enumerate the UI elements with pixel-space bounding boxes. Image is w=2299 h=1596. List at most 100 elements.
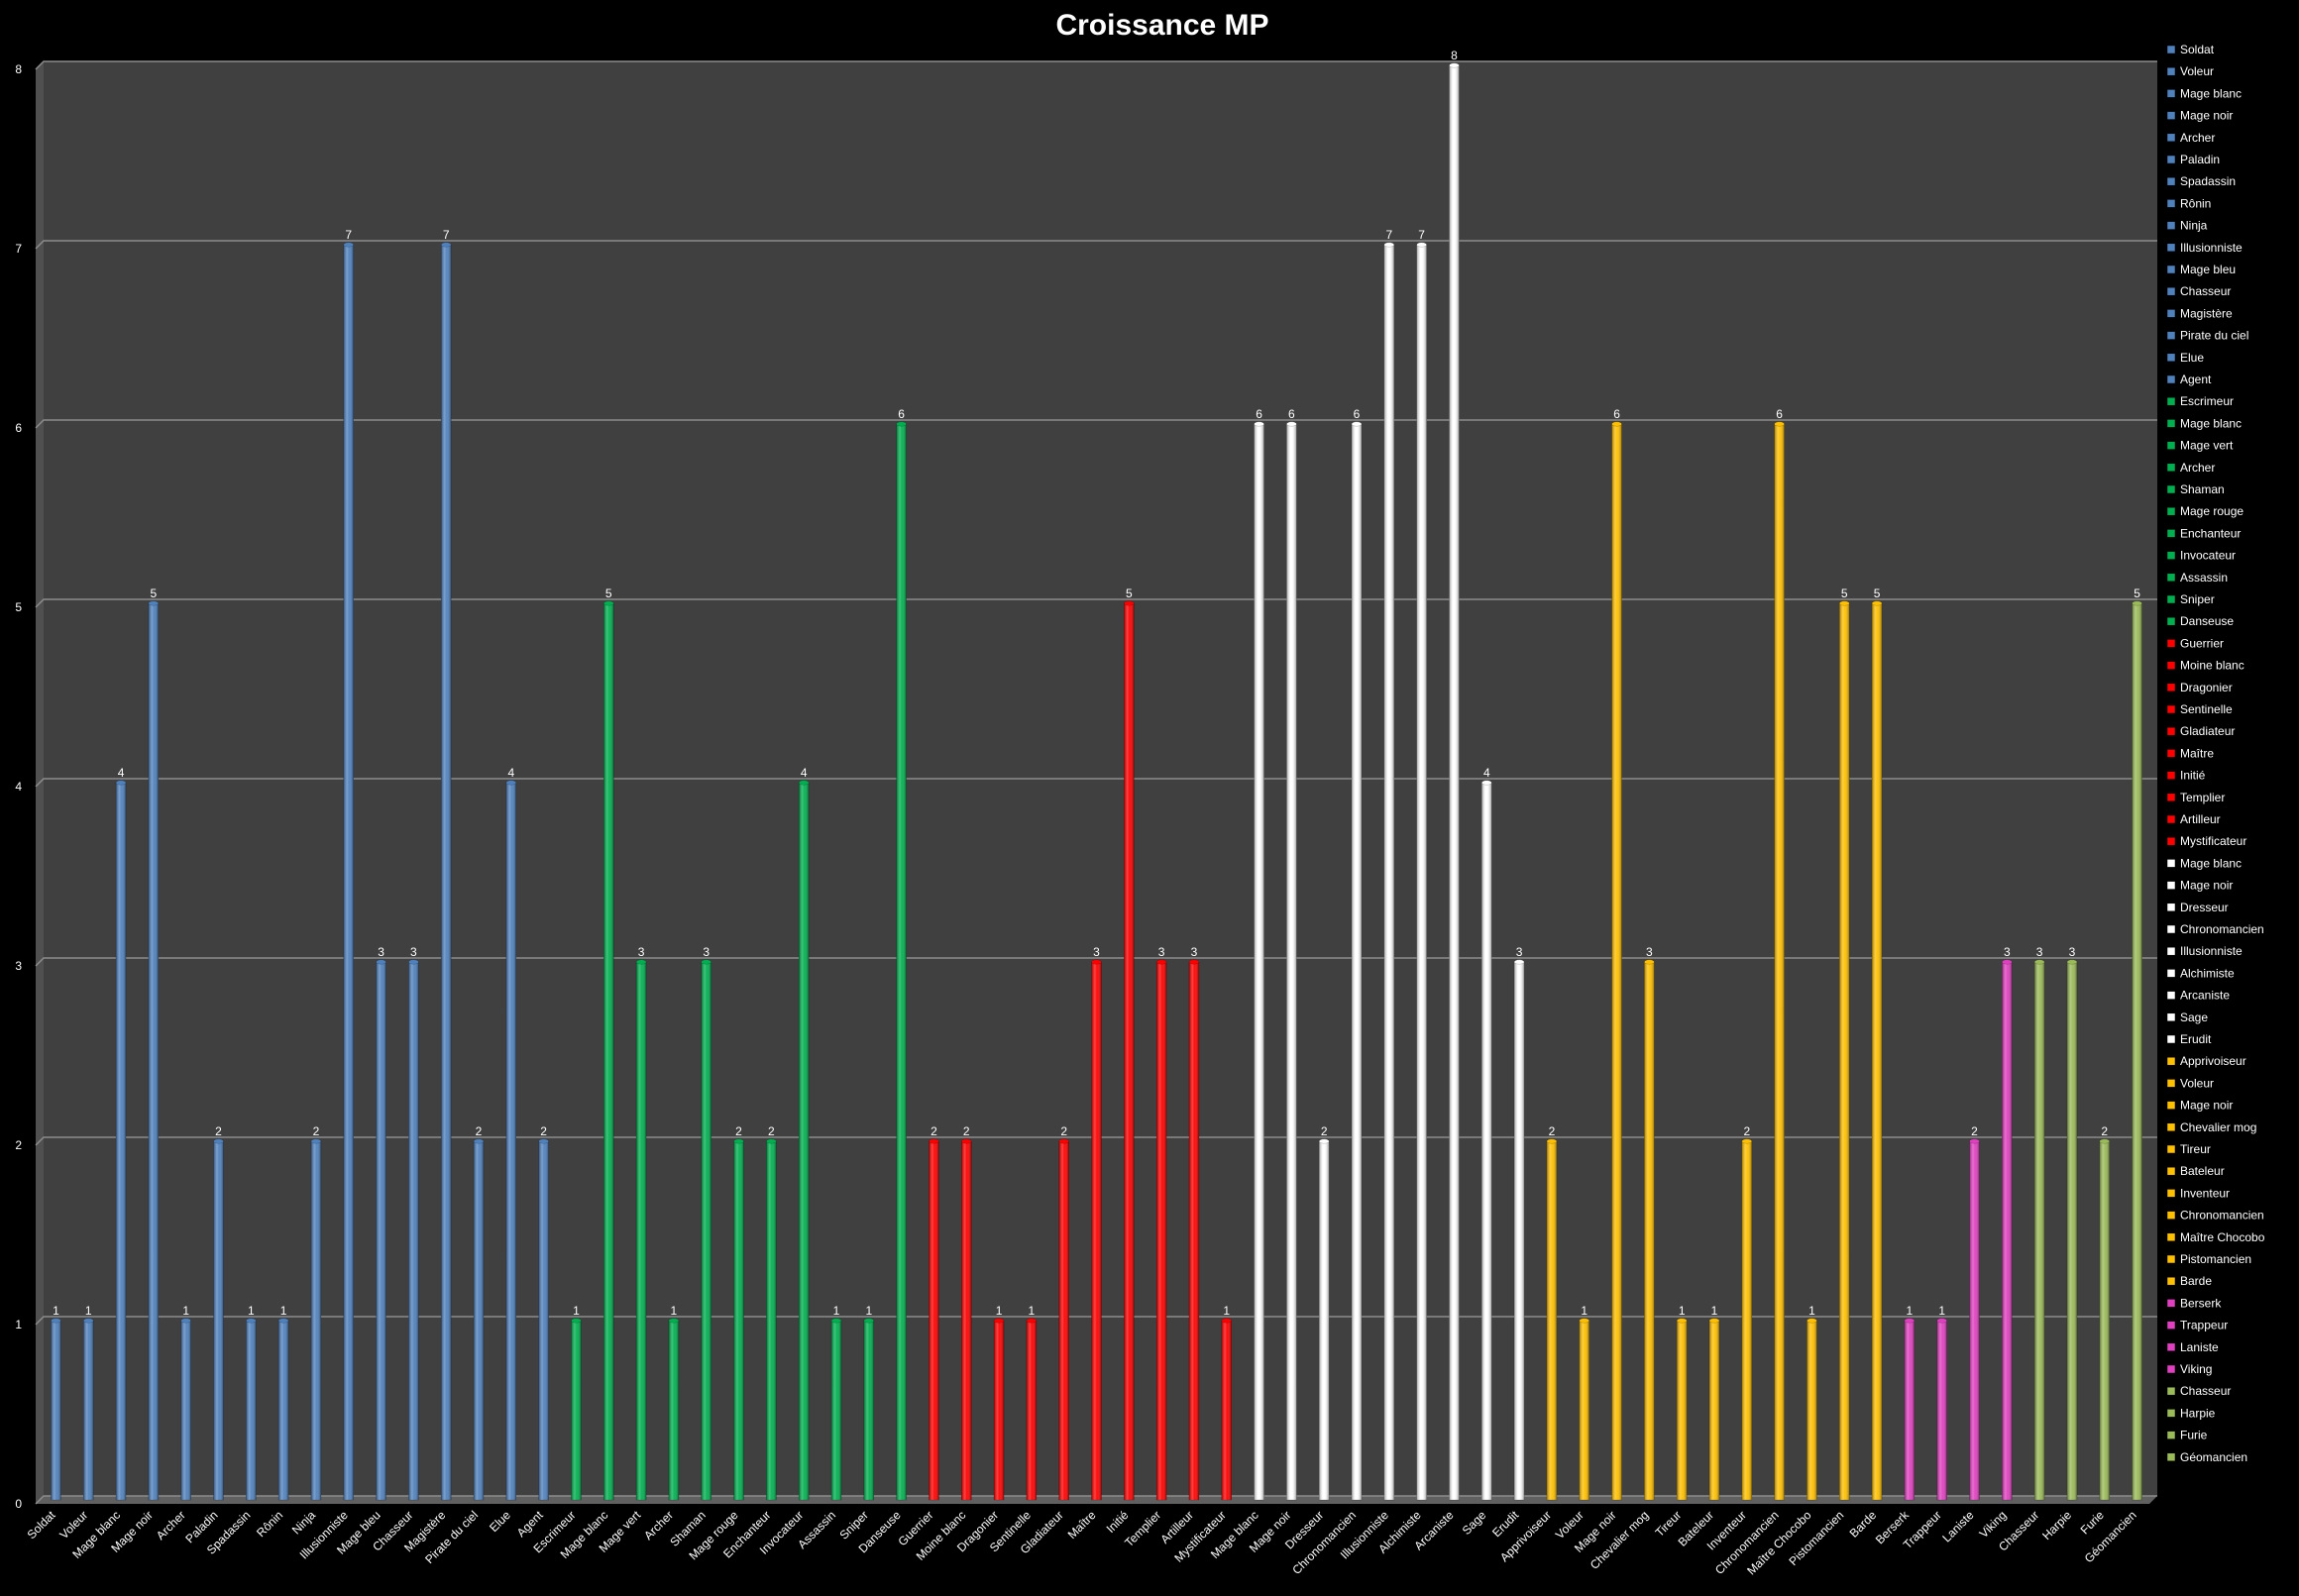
bar-cap [473,1138,485,1144]
data-label: 2 [1321,1124,1328,1138]
bar-cap [830,1318,842,1324]
bar-shading [505,783,516,1500]
legend-swatch [2166,859,2176,868]
legend-entry: Mage vert [2180,439,2234,453]
bar-cap [1221,1318,1233,1324]
bar-shading [1352,424,1363,1500]
bar-shading [213,1141,224,1500]
data-label: 6 [1613,407,1620,421]
data-label: 1 [1029,1304,1036,1318]
bar-cap [993,1318,1005,1324]
legend-entry: Dragonier [2180,681,2233,694]
bar-cap [929,1138,939,1144]
legend-swatch [2166,1034,2176,1044]
data-label: 1 [833,1304,840,1318]
bar-shading [1872,603,1883,1500]
data-label: 7 [345,228,352,242]
legend-entry: Arcaniste [2180,989,2230,1003]
bar-cap [1741,1138,1753,1144]
bar-cap [343,242,354,248]
bar-cap [863,1318,875,1324]
legend-swatch [2166,419,2176,428]
legend-swatch [2166,529,2176,538]
legend-swatch [2166,89,2176,98]
bar-shading [1806,1321,1817,1500]
bar-cap [896,421,907,427]
data-label: 2 [1549,1124,1556,1138]
bar-cap [2066,959,2078,965]
data-label: 1 [1581,1304,1587,1318]
data-label: 6 [898,407,905,421]
legend-entry: Enchanteur [2180,526,2241,540]
legend-entry: Chronomancien [2180,922,2264,936]
bar-cap [2132,600,2142,606]
bar-shading [1904,1321,1915,1500]
legend-swatch [2166,1321,2176,1330]
bar-shading [1969,1141,1980,1500]
legend-swatch [2166,836,2176,846]
legend-swatch [2166,1211,2176,1220]
legend-swatch [2166,45,2176,54]
legend-swatch [2166,155,2176,164]
legend-entry: Moine blanc [2180,659,2244,673]
legend-entry: Sentinelle [2180,702,2233,716]
bar-cap [1286,421,1297,427]
bar-shading [116,783,127,1500]
bar-cap [180,1318,191,1324]
bar-shading [408,962,419,1500]
legend-swatch [2166,506,2176,516]
data-label: 2 [476,1124,483,1138]
bar-cap [1416,242,1427,248]
data-label: 1 [280,1304,287,1318]
data-label: 5 [1126,586,1133,600]
legend-swatch [2166,1386,2176,1396]
legend-swatch [2166,286,2176,296]
data-label: 7 [443,228,450,242]
legend-entry: Mage blanc [2180,86,2242,100]
legend-entry: Mystificateur [2180,834,2246,848]
legend-swatch [2166,1452,2176,1462]
data-label: 3 [2004,945,2011,959]
y-axis: 0 1 2 3 4 5 6 7 8 [15,62,22,1511]
bar-cap [571,1318,582,1324]
bar-shading [863,1321,874,1500]
bar-cap [635,959,647,965]
data-label: 3 [378,945,384,959]
data-label: 1 [85,1304,92,1318]
bar-shading [1546,1141,1557,1500]
data-label: 6 [1776,407,1783,421]
bar-cap [1318,1138,1330,1144]
legend-entry: Guerrier [2180,636,2224,650]
legend-entry: Voleur [2180,64,2214,78]
bar-cap [115,780,127,786]
bar-cap [1969,1138,1980,1144]
legend-swatch [2166,1409,2176,1418]
bar-cap [148,600,160,606]
legend-entry: Berserk [2180,1296,2222,1310]
legend-entry: Rônin [2180,196,2211,210]
data-label: 3 [1191,945,1198,959]
bars: 1 1 4 5 1 2 1 1 2 7 3 3 7 2 4 2 1 5 3 1 3 2 2 4 1 1 6 2 2 1 1 2 3 5 3 3 1 6 6 2… [51,49,2142,1501]
bar-cap [440,242,452,248]
bar-cap [1026,1318,1038,1324]
legend-swatch [2166,66,2176,76]
bar-cap [1871,600,1883,606]
data-label: 5 [151,586,158,600]
bar-shading [2066,962,2077,1500]
legend-entry: Invocateur [2180,549,2236,563]
legend-swatch [2166,1299,2176,1308]
data-label: 4 [118,766,125,780]
bar-shading [1058,1141,1069,1500]
bar-shading [1254,424,1264,1500]
data-label: 6 [1256,407,1262,421]
legend-entry: Bateleur [2180,1164,2225,1178]
bar-shading [1124,603,1135,1500]
data-label: 2 [735,1124,742,1138]
data-label: 3 [1516,945,1523,959]
y-tick-label: 7 [15,242,22,256]
data-label: 3 [1646,945,1653,959]
legend-swatch [2166,309,2176,318]
data-label: 1 [996,1304,1003,1318]
legend-entry: Mage noir [2180,1099,2233,1113]
legend-swatch [2166,771,2176,780]
